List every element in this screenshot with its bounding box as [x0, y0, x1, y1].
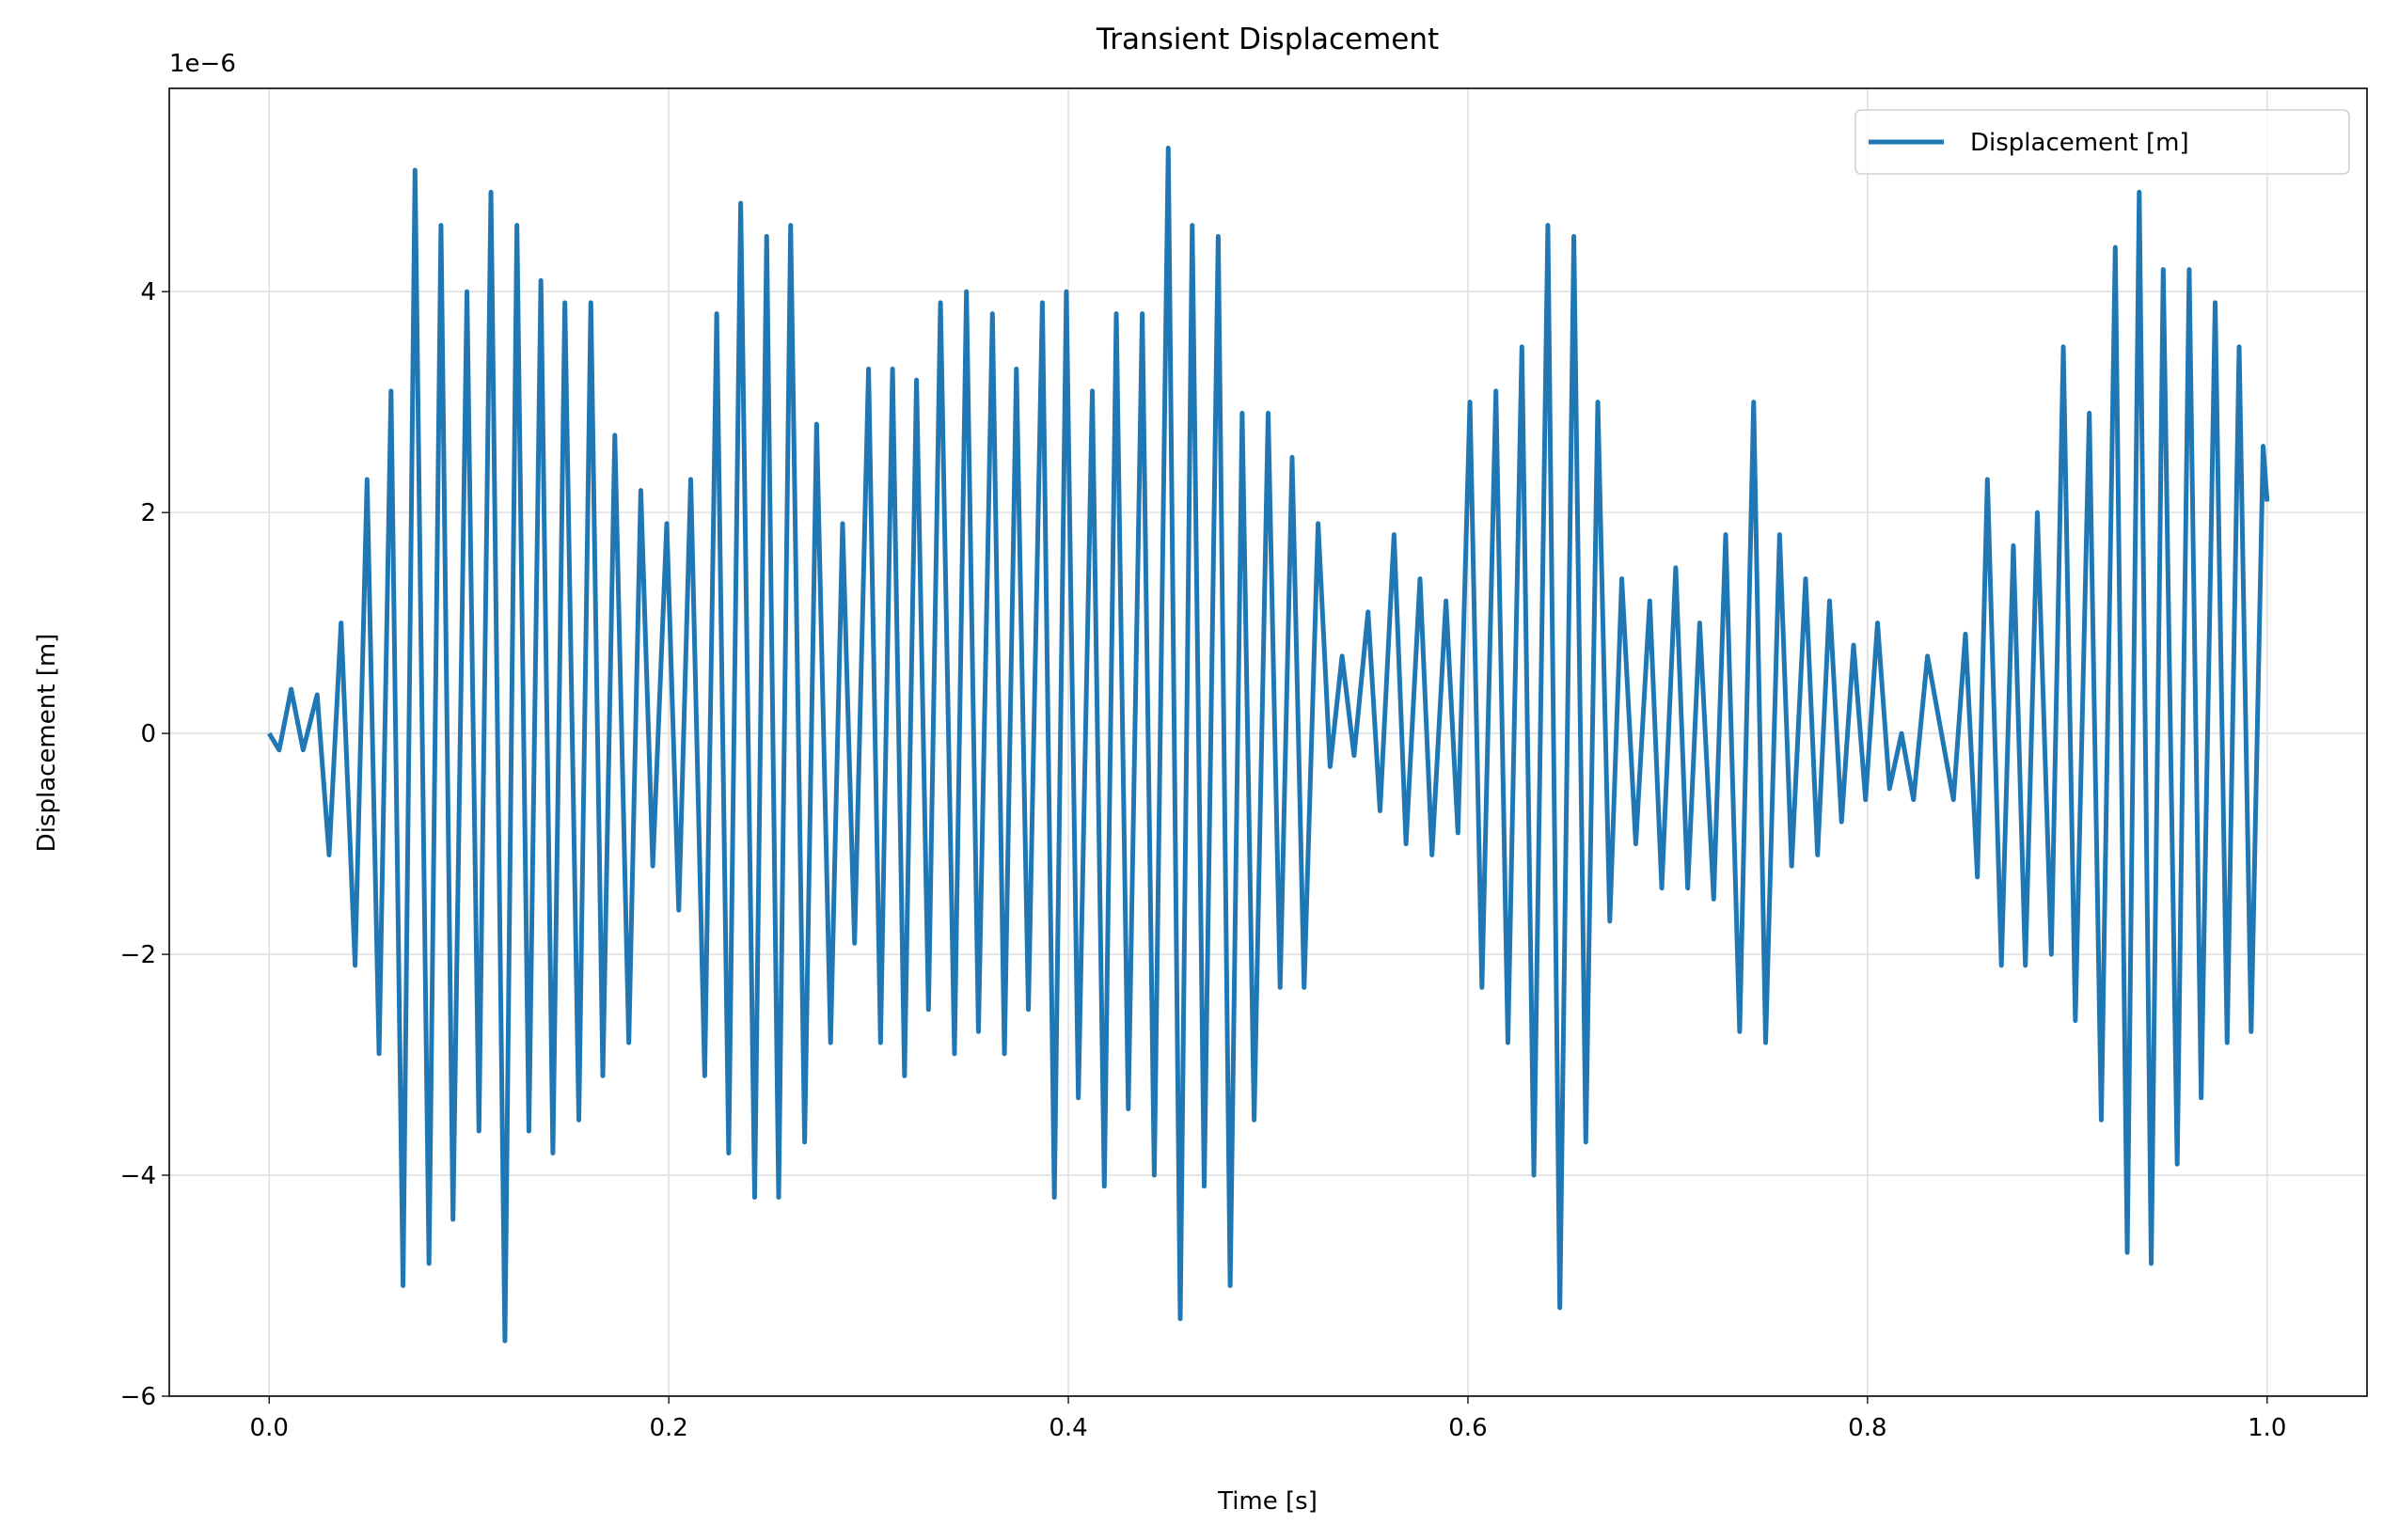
legend-box — [1854, 109, 2350, 175]
y-offset-label: 1e−6 — [169, 50, 236, 78]
chart-title: Transient Displacement — [1096, 23, 1439, 56]
y-tick-label: 0 — [140, 720, 156, 748]
data-line — [267, 145, 2270, 1344]
legend-label: Displacement [m] — [1970, 129, 2189, 157]
y-tick-label: −2 — [120, 941, 156, 969]
x-axis-label: Time [s] — [1217, 1487, 1318, 1516]
axes-frame — [168, 87, 2368, 1397]
x-tick-label: 0.6 — [1448, 1414, 1487, 1442]
y-tick-label: −4 — [120, 1162, 156, 1190]
x-tick-label: 1.0 — [2248, 1414, 2286, 1442]
x-tick-label: 0.8 — [1848, 1414, 1886, 1442]
x-tick-label: 0.4 — [1049, 1414, 1087, 1442]
y-tick-label: 2 — [140, 499, 156, 527]
y-tick-label: −6 — [120, 1383, 156, 1411]
y-axis-label: Displacement [m] — [33, 634, 61, 853]
x-tick-label: 0.2 — [649, 1414, 687, 1442]
y-tick-label: 4 — [140, 278, 156, 306]
x-tick-label: 0.0 — [250, 1414, 289, 1442]
